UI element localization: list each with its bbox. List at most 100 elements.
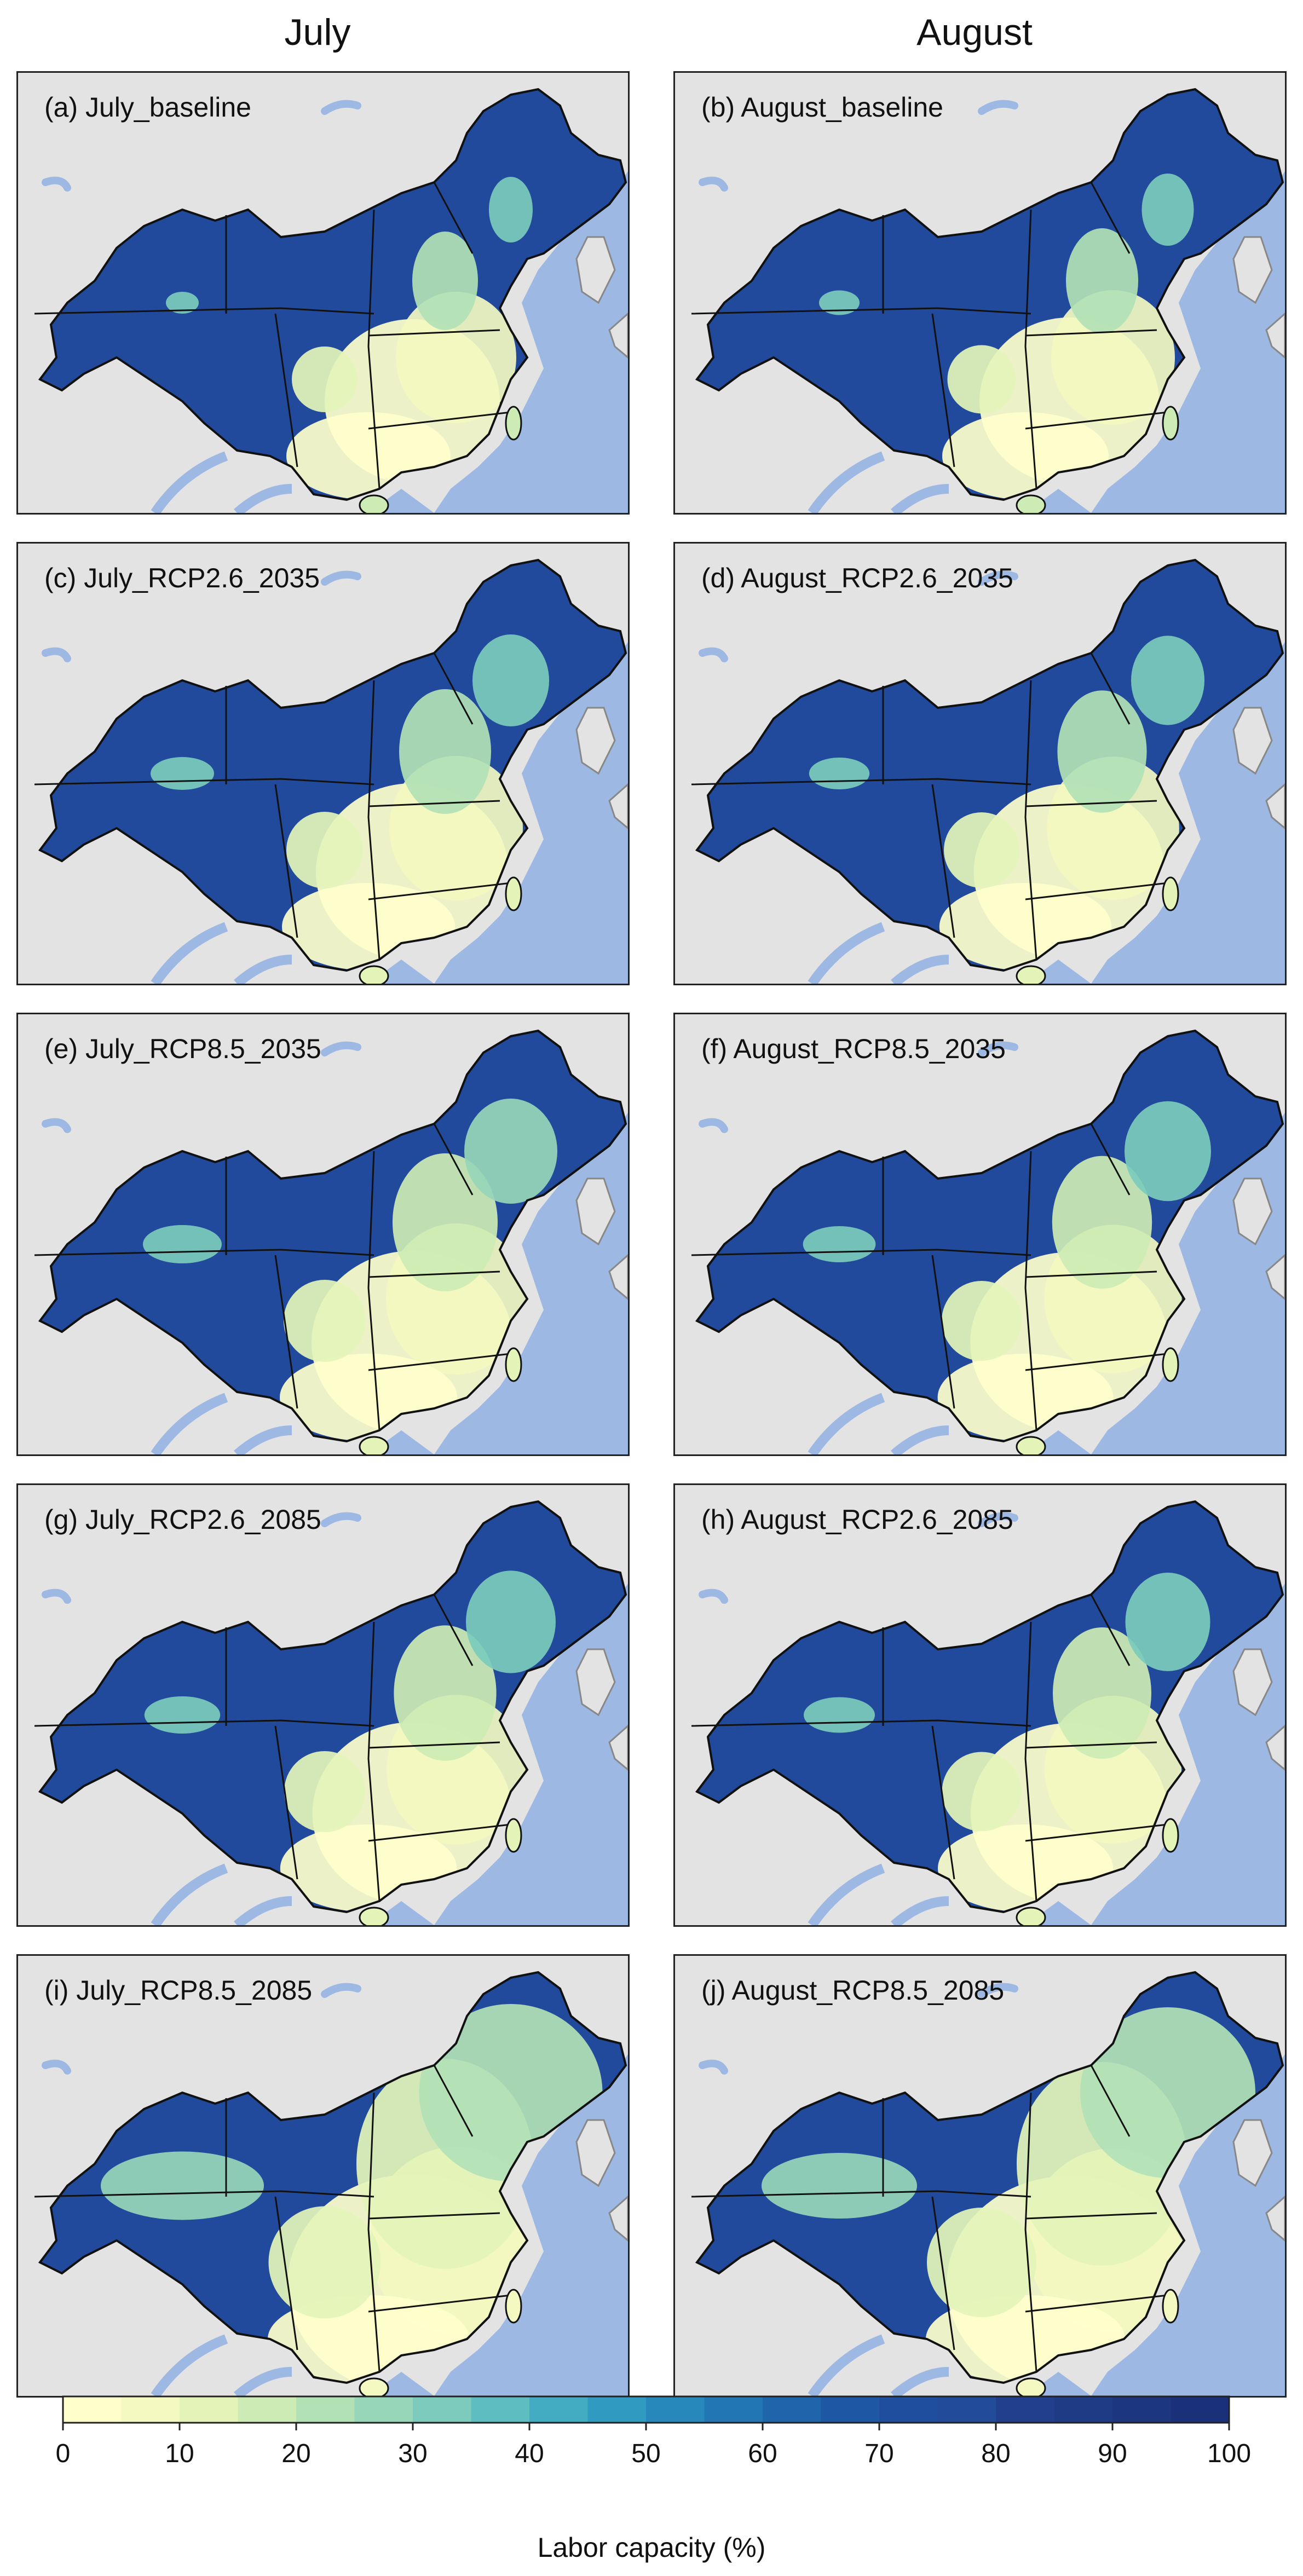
- hainan-island: [1016, 2377, 1046, 2396]
- region-boundary: [1025, 1353, 1168, 1371]
- low-capacity-zone: [809, 636, 1204, 971]
- colorbar: 0 10 20 30 40 50 60 70 80 90 100: [56, 2395, 1251, 2468]
- region-boundary: [931, 784, 955, 938]
- capacity-blob: [804, 1697, 875, 1733]
- colorbar-tick-label: 30: [398, 2439, 427, 2468]
- lake-baikal: [978, 1041, 1018, 1056]
- ocean: [368, 1113, 628, 1454]
- capacity-blob: [947, 345, 1016, 414]
- river-2: [234, 1896, 292, 1925]
- capacity-blob: [394, 1625, 497, 1761]
- region-boundary: [34, 778, 374, 785]
- river-2: [234, 1425, 292, 1454]
- region-boundary: [1024, 209, 1037, 489]
- region-boundary: [274, 313, 298, 467]
- taiwan-island: [505, 876, 522, 911]
- korea-landmass: [1232, 1648, 1273, 1717]
- region-boundary: [368, 411, 511, 430]
- china-map: [18, 1956, 628, 2396]
- lake-balkhash: [42, 1118, 71, 1133]
- region-boundary: [433, 652, 474, 725]
- japan-landmass: [608, 312, 628, 359]
- colorbar-segment: [704, 2396, 763, 2423]
- region-boundary: [1090, 652, 1131, 725]
- ocean: [368, 2054, 628, 2396]
- lake-baikal: [978, 570, 1018, 586]
- china-map: [18, 544, 628, 984]
- lake-baikal: [321, 1041, 361, 1056]
- korea-landmass: [1232, 1177, 1273, 1246]
- capacity-blob: [1057, 690, 1147, 813]
- river-1: [808, 2334, 885, 2396]
- capacity-blob: [762, 2153, 917, 2219]
- river-1: [151, 2334, 228, 2396]
- region-boundary: [1090, 1123, 1131, 1195]
- river-1: [151, 922, 228, 984]
- region-boundary: [691, 1719, 1031, 1727]
- capacity-blob: [399, 689, 491, 814]
- capacity-blob: [393, 1153, 498, 1291]
- region-boundary: [433, 182, 474, 254]
- ocean: [368, 642, 628, 984]
- colorbar-segment: [238, 2396, 297, 2423]
- colorbar-tick-label: 90: [1098, 2439, 1127, 2468]
- hainan-island: [359, 494, 389, 513]
- capacity-blob: [284, 1280, 366, 1362]
- region-boundary: [368, 2212, 500, 2220]
- region-boundary: [367, 2092, 380, 2372]
- low-capacity-zone: [143, 1099, 557, 1441]
- japan-landmass: [608, 1724, 628, 1771]
- capacity-blob: [464, 1099, 557, 1204]
- japan-landmass: [1265, 312, 1285, 359]
- lake-balkhash: [42, 2059, 71, 2075]
- capacity-blob: [166, 292, 199, 314]
- map-panel: (c) July_RCP2.6_2035: [16, 542, 630, 985]
- region-boundary: [368, 1270, 500, 1278]
- region-boundary: [368, 2294, 511, 2313]
- low-capacity-zone: [144, 1570, 556, 1912]
- lake-baikal: [978, 100, 1018, 115]
- china-border: [695, 558, 1284, 972]
- region-boundary: [1025, 1823, 1168, 1842]
- colorbar-segment: [121, 2396, 180, 2423]
- taiwan-island: [1162, 2289, 1179, 2324]
- colorbar-tick-label: 80: [981, 2439, 1010, 2468]
- map-panel: (f) August_RCP8.5_2035: [673, 1013, 1287, 1456]
- china-border: [38, 1971, 627, 2384]
- low-capacity-zone: [166, 177, 533, 500]
- colorbar-segment: [587, 2396, 647, 2423]
- region-boundary: [34, 1719, 374, 1727]
- capacity-blob: [1125, 1573, 1210, 1671]
- capacity-blob: [942, 1752, 1022, 1832]
- china-border: [38, 558, 627, 972]
- region-boundary: [1025, 1741, 1157, 1749]
- ocean: [1025, 171, 1285, 513]
- colorbar-segment: [763, 2396, 821, 2423]
- region-boundary: [931, 2196, 955, 2350]
- capacity-blob: [1131, 636, 1204, 725]
- panel-label: (f) August_RCP8.5_2035: [701, 1033, 1006, 1064]
- hainan-island: [1016, 494, 1046, 513]
- china-border: [38, 88, 627, 501]
- china-border: [695, 1029, 1284, 1443]
- region-boundary: [274, 1255, 298, 1409]
- colorbar-tick-label: 10: [165, 2439, 194, 2468]
- ocean: [1025, 2054, 1285, 2396]
- region-boundary: [368, 882, 511, 900]
- region-boundary: [368, 1741, 500, 1749]
- lake-baikal: [321, 1512, 361, 1527]
- colorbar-tick-label: 70: [864, 2439, 893, 2468]
- capacity-blob: [466, 1570, 556, 1673]
- hainan-island: [359, 1436, 389, 1454]
- panel-label: (a) July_baseline: [44, 92, 251, 123]
- colorbar-tick-label: 100: [1207, 2439, 1251, 2468]
- korea-landmass: [575, 1177, 616, 1246]
- panel-label: (i) July_RCP8.5_2085: [44, 1975, 313, 2006]
- map-panel: (a) July_baseline: [16, 71, 630, 515]
- region-boundary: [931, 1725, 955, 1880]
- korea-landmass: [575, 236, 616, 304]
- china-border: [695, 88, 1284, 501]
- japan-landmass: [1265, 1724, 1285, 1771]
- china-map: [18, 1014, 628, 1454]
- region-boundary: [1025, 329, 1157, 337]
